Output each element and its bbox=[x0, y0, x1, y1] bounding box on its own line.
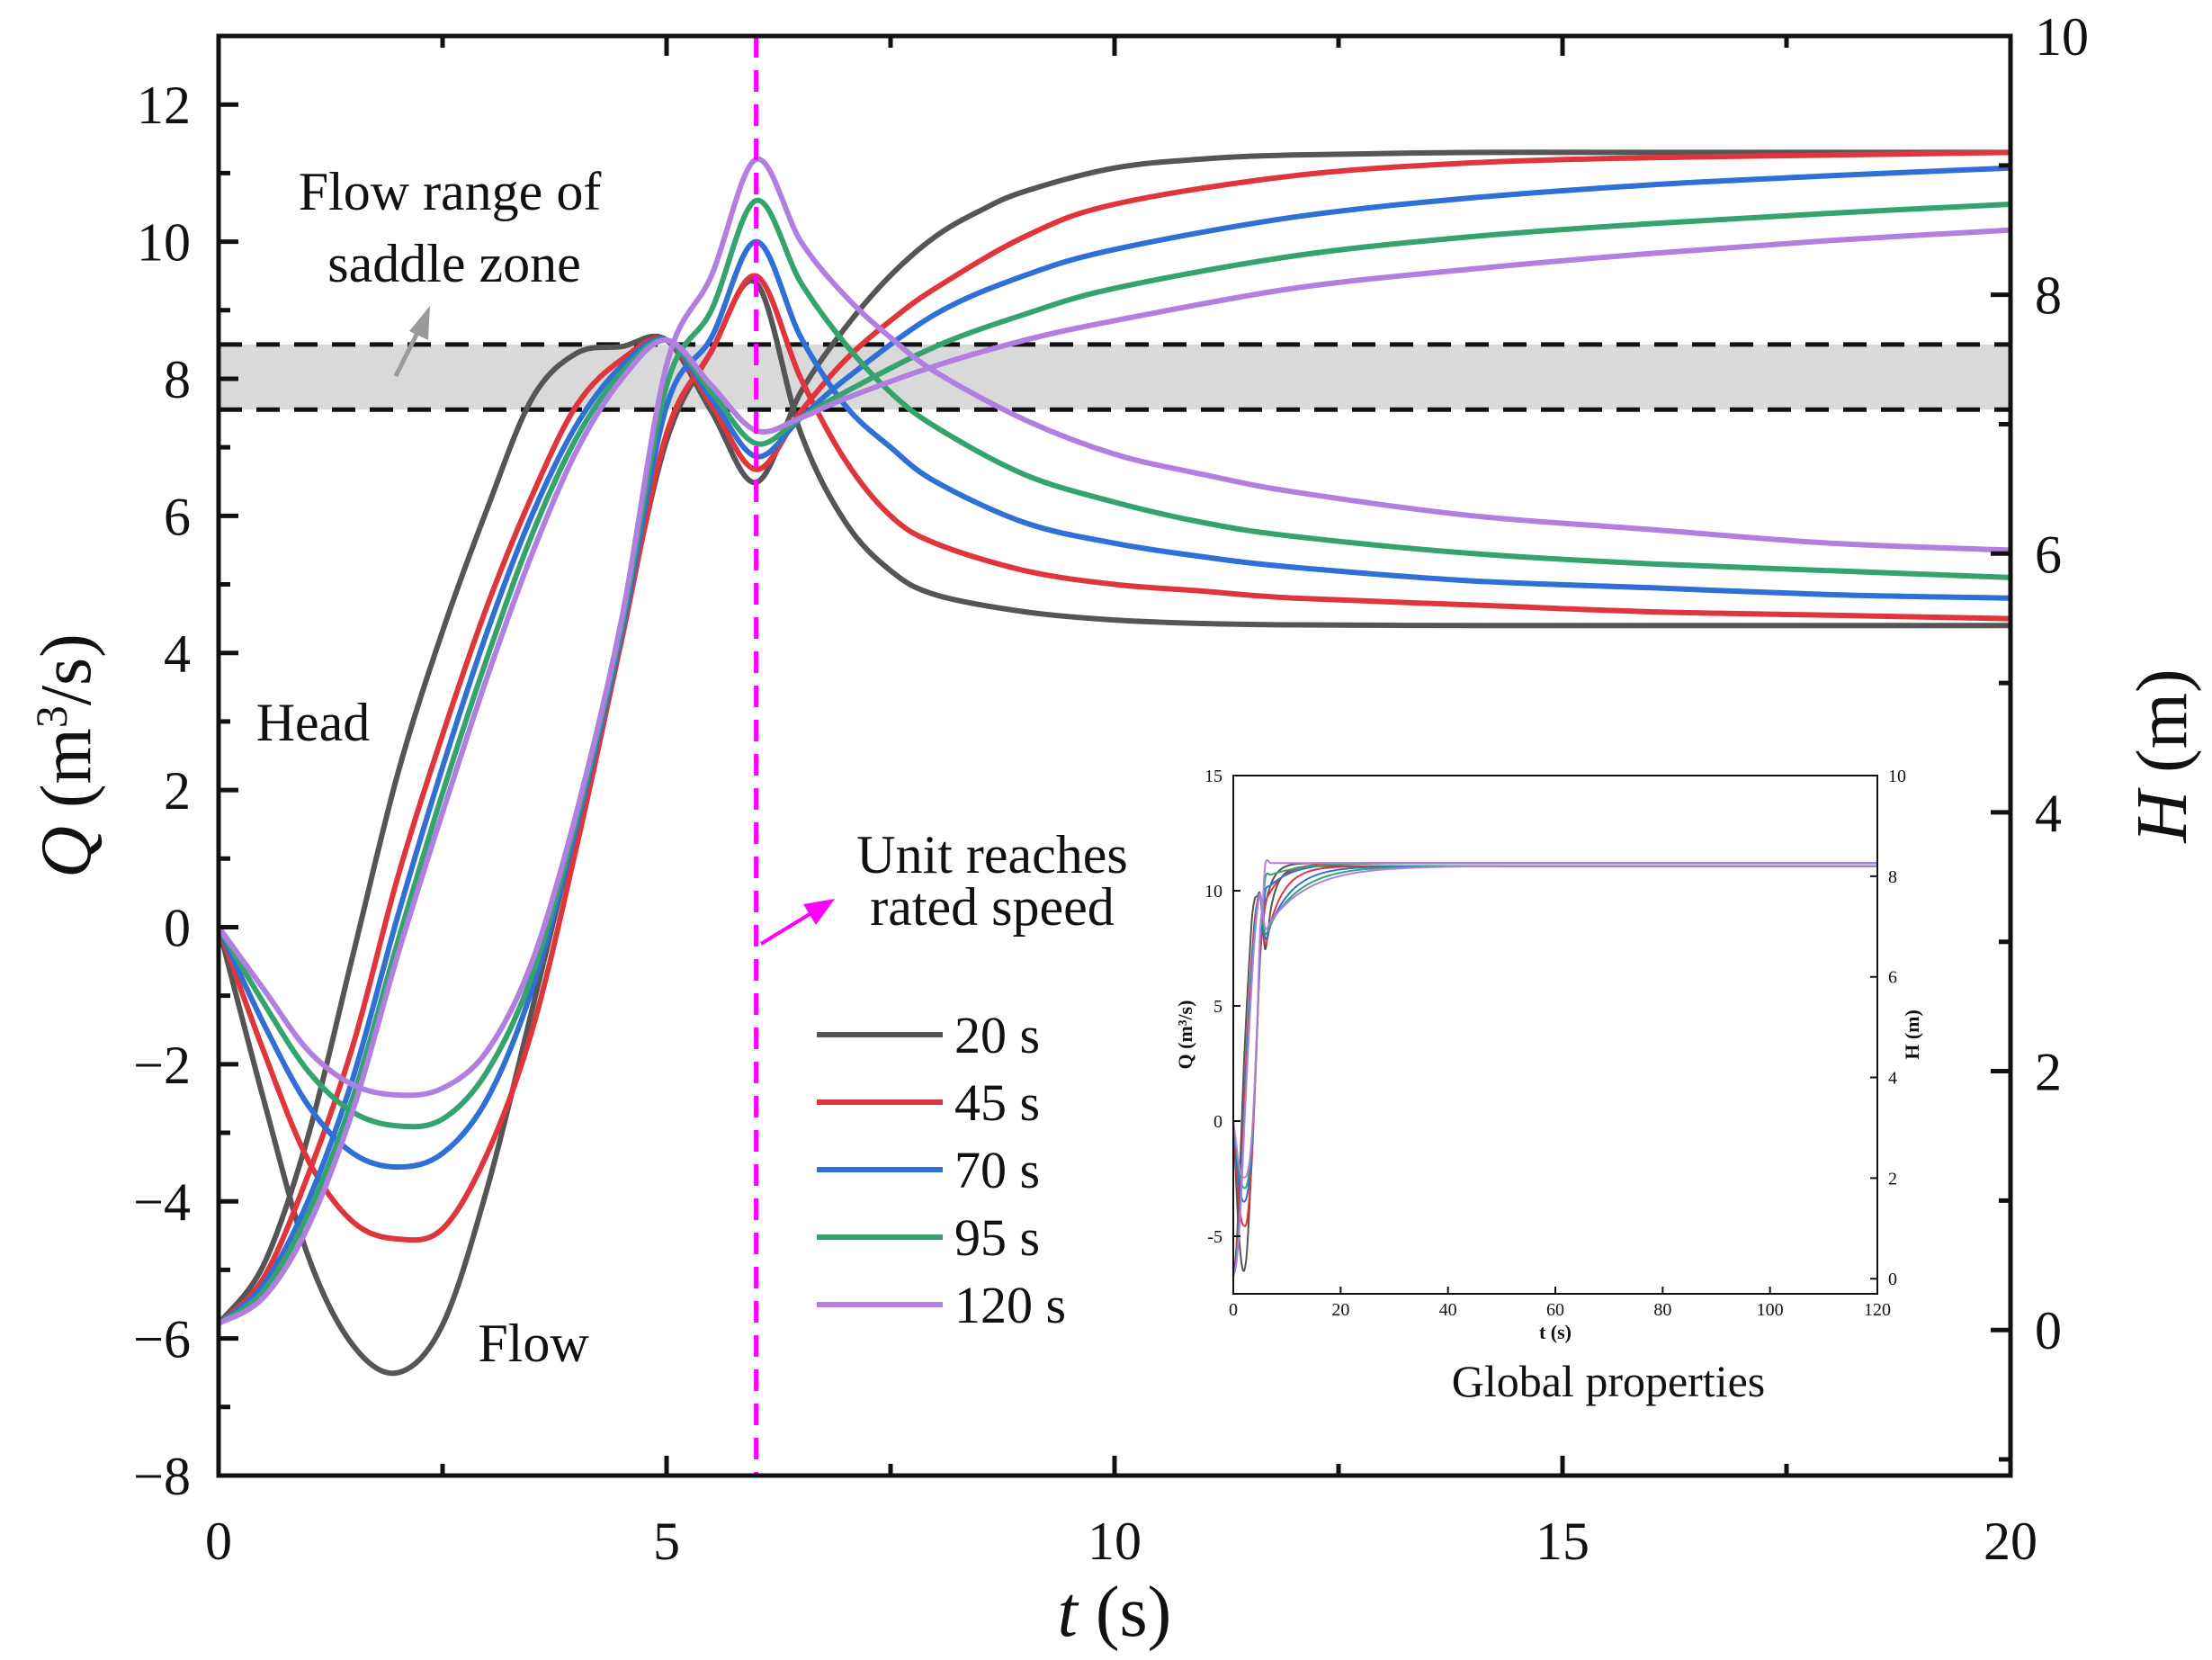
y-right-axis-title: H (m) bbox=[2123, 668, 2202, 843]
saddle-zone-label-line1: Flow range of bbox=[299, 162, 602, 221]
head-line-70s bbox=[219, 165, 2011, 1326]
inset-y-left-axis-title: Q (m³/s) bbox=[1174, 1000, 1196, 1070]
saddle-zone-band bbox=[219, 342, 2011, 412]
inset-flow-line-120s bbox=[1233, 859, 1877, 1179]
inset-axes: 0 20 40 60 80 100 120 -5 0 5 10 15 0 2 4 6 8 10 t (s) Q (m³… bbox=[1174, 767, 1923, 1343]
flow-line-70s bbox=[219, 238, 2011, 1171]
legend-label: 70 s bbox=[954, 1141, 1040, 1199]
head-line-120s bbox=[219, 227, 2011, 1326]
legend: 20 s 45 s 70 s 95 s 120 s bbox=[817, 1006, 1066, 1334]
inset-caption: Global properties bbox=[1452, 1356, 1766, 1406]
rated-speed-arrow bbox=[759, 899, 835, 946]
y-right-tick-label: 0 bbox=[2035, 1301, 2062, 1360]
x-tick-label: 10 bbox=[1088, 1512, 1142, 1571]
head-label: Head bbox=[256, 693, 371, 752]
rated-speed-label-line1: Unit reaches bbox=[856, 825, 1128, 884]
y-left-tick-label: 4 bbox=[164, 624, 191, 684]
y-right-tick-label: 2 bbox=[2035, 1043, 2062, 1102]
inset-y-right-tick-label: 4 bbox=[1888, 1069, 1897, 1089]
x-tick-label: 20 bbox=[1984, 1512, 2037, 1571]
saddle-zone-fill bbox=[219, 344, 2011, 410]
inset-y-right-tick-label: 0 bbox=[1888, 1270, 1897, 1289]
inset-global-properties: 0 20 40 60 80 100 120 -5 0 5 10 15 0 2 4 6 8 10 t (s) Q (m³… bbox=[1174, 767, 1923, 1406]
series-layer bbox=[219, 149, 2011, 1377]
inset-y-left-tick-label: 0 bbox=[1213, 1112, 1222, 1132]
inset-y-right-tick-label: 8 bbox=[1888, 867, 1897, 887]
y-right-tick-label: 10 bbox=[2035, 7, 2089, 67]
inset-y-left-tick-label: 10 bbox=[1205, 882, 1222, 902]
inset-y-left-tick-label: -5 bbox=[1207, 1227, 1222, 1247]
x-axis-title: t (s) bbox=[1058, 1573, 1172, 1652]
inset-x-tick-label: 120 bbox=[1864, 1300, 1891, 1320]
inset-flow-line-20s bbox=[1233, 862, 1877, 1272]
y-left-tick-label: 0 bbox=[164, 898, 191, 957]
saddle-zone-arrow bbox=[393, 306, 430, 378]
flow-line-95s bbox=[219, 197, 2011, 1130]
axis-ticks bbox=[216, 33, 2013, 1478]
y-left-tick-label: −6 bbox=[133, 1310, 191, 1369]
y-right-tick-label: 6 bbox=[2035, 525, 2062, 584]
y-right-tick-label: 8 bbox=[2035, 266, 2062, 326]
inset-x-tick-label: 100 bbox=[1757, 1300, 1784, 1320]
head-line-95s bbox=[219, 202, 2011, 1326]
y-left-tick-label: 6 bbox=[164, 487, 191, 546]
flow-label: Flow bbox=[478, 1314, 589, 1373]
legend-label: 95 s bbox=[954, 1208, 1040, 1267]
y-right-tick-label: 4 bbox=[2035, 784, 2062, 843]
y-left-tick-label: 2 bbox=[164, 761, 191, 821]
inset-flow-line-95s bbox=[1233, 862, 1877, 1189]
inset-y-right-tick-label: 10 bbox=[1888, 767, 1906, 786]
inset-y-left-tick-label: 15 bbox=[1205, 767, 1222, 786]
x-tick-label: 0 bbox=[205, 1512, 232, 1571]
inset-x-tick-label: 20 bbox=[1331, 1300, 1349, 1320]
inset-y-right-tick-label: 6 bbox=[1888, 968, 1897, 988]
y-left-tick-label: 10 bbox=[137, 213, 191, 273]
inset-head-line-95s bbox=[1233, 865, 1877, 1277]
inset-head-line-120s bbox=[1233, 865, 1877, 1277]
y-left-axis-title: Q (m3/s) bbox=[26, 633, 106, 878]
rated-speed-label-line2: rated speed bbox=[870, 877, 1115, 937]
inset-y-right-tick-label: 2 bbox=[1888, 1169, 1897, 1189]
inset-head-line-20s bbox=[1233, 865, 1877, 1277]
inset-head-line-70s bbox=[1233, 865, 1877, 1277]
inset-x-tick-label: 60 bbox=[1546, 1300, 1564, 1320]
x-tick-label: 15 bbox=[1536, 1512, 1590, 1571]
inset-head-line-45s bbox=[1233, 865, 1877, 1277]
saddle-zone-label-line2: saddle zone bbox=[327, 234, 581, 293]
inset-series-layer bbox=[1233, 859, 1877, 1277]
y-left-tick-label: 8 bbox=[164, 350, 191, 409]
legend-label: 120 s bbox=[954, 1276, 1066, 1334]
legend-label: 20 s bbox=[954, 1006, 1040, 1064]
y-left-tick-label: −4 bbox=[133, 1172, 191, 1232]
y-left-tick-label: −8 bbox=[133, 1447, 191, 1506]
flow-line-120s bbox=[219, 157, 2011, 1099]
inset-y-right-axis-title: H (m) bbox=[1901, 1009, 1923, 1060]
inset-ticks bbox=[1232, 775, 1878, 1294]
head-line-45s bbox=[219, 149, 2011, 1326]
inset-flow-line-70s bbox=[1233, 862, 1877, 1203]
inset-y-left-tick-label: 5 bbox=[1213, 997, 1222, 1017]
legend-label: 45 s bbox=[954, 1073, 1040, 1132]
x-tick-label: 5 bbox=[653, 1512, 680, 1571]
inset-flow-line-45s bbox=[1233, 862, 1877, 1227]
y-left-tick-label: −2 bbox=[133, 1036, 191, 1095]
inset-x-tick-label: 0 bbox=[1229, 1300, 1238, 1320]
inset-x-tick-label: 40 bbox=[1439, 1300, 1457, 1320]
inset-x-tick-label: 80 bbox=[1653, 1300, 1671, 1320]
inset-frame bbox=[1232, 775, 1878, 1295]
inset-x-axis-title: t (s) bbox=[1539, 1321, 1572, 1343]
y-left-tick-label: 12 bbox=[137, 76, 191, 135]
